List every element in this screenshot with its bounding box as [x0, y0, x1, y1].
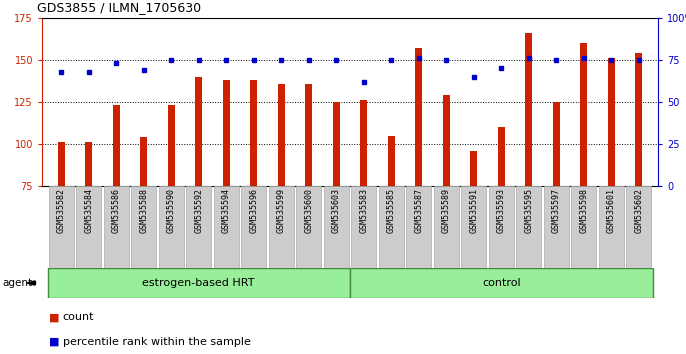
- Bar: [58, 142, 64, 186]
- Text: GSM535592: GSM535592: [194, 188, 203, 233]
- Text: estrogen-based HRT: estrogen-based HRT: [143, 278, 255, 288]
- Bar: [350, 268, 652, 298]
- Bar: [462, 186, 486, 268]
- Text: GSM535593: GSM535593: [497, 188, 506, 233]
- Text: agent: agent: [2, 278, 32, 288]
- Bar: [388, 136, 394, 186]
- Bar: [442, 95, 450, 186]
- Text: GSM535586: GSM535586: [112, 188, 121, 233]
- Text: GSM535583: GSM535583: [359, 188, 368, 233]
- Bar: [351, 186, 376, 268]
- Bar: [434, 186, 459, 268]
- Bar: [250, 80, 257, 186]
- Text: percentile rank within the sample: percentile rank within the sample: [62, 337, 250, 347]
- Bar: [132, 186, 156, 268]
- Text: GSM535600: GSM535600: [305, 188, 314, 233]
- Bar: [141, 137, 147, 186]
- Bar: [525, 33, 532, 186]
- Text: GSM535594: GSM535594: [222, 188, 230, 233]
- Bar: [49, 186, 73, 268]
- Text: GSM535587: GSM535587: [414, 188, 423, 233]
- Text: GSM535601: GSM535601: [606, 188, 616, 233]
- Text: GSM535602: GSM535602: [635, 188, 643, 233]
- Text: GDS3855 / ILMN_1705630: GDS3855 / ILMN_1705630: [37, 1, 201, 14]
- Bar: [296, 186, 321, 268]
- Text: GSM535596: GSM535596: [249, 188, 258, 233]
- Bar: [580, 43, 587, 186]
- Bar: [608, 58, 615, 186]
- Bar: [47, 268, 350, 298]
- Text: GSM535588: GSM535588: [139, 188, 148, 233]
- Bar: [471, 151, 477, 186]
- Text: GSM535591: GSM535591: [469, 188, 478, 233]
- Text: GSM535589: GSM535589: [442, 188, 451, 233]
- Text: ■: ■: [49, 337, 60, 347]
- Text: GSM535590: GSM535590: [167, 188, 176, 233]
- Bar: [544, 186, 569, 268]
- Bar: [379, 186, 403, 268]
- Bar: [168, 105, 175, 186]
- Bar: [635, 53, 642, 186]
- Text: GSM535597: GSM535597: [552, 188, 560, 233]
- Bar: [104, 186, 129, 268]
- Bar: [269, 186, 294, 268]
- Text: control: control: [482, 278, 521, 288]
- Bar: [415, 48, 422, 186]
- Text: GSM535584: GSM535584: [84, 188, 93, 233]
- Text: GSM535582: GSM535582: [57, 188, 66, 233]
- Bar: [85, 142, 92, 186]
- Bar: [333, 102, 340, 186]
- Bar: [626, 186, 651, 268]
- Text: GSM535595: GSM535595: [524, 188, 533, 233]
- Bar: [159, 186, 184, 268]
- Bar: [278, 84, 285, 186]
- Text: GSM535585: GSM535585: [387, 188, 396, 233]
- Bar: [517, 186, 541, 268]
- Bar: [406, 186, 431, 268]
- Bar: [187, 186, 211, 268]
- Text: GSM535598: GSM535598: [579, 188, 589, 233]
- Bar: [214, 186, 239, 268]
- Bar: [571, 186, 596, 268]
- Bar: [76, 186, 101, 268]
- Bar: [498, 127, 505, 186]
- Bar: [113, 105, 119, 186]
- Text: ■: ■: [49, 312, 60, 322]
- Bar: [241, 186, 266, 268]
- Text: count: count: [62, 312, 94, 322]
- Bar: [489, 186, 514, 268]
- Bar: [223, 80, 230, 186]
- Bar: [599, 186, 624, 268]
- Bar: [360, 100, 367, 186]
- Bar: [196, 77, 202, 186]
- Bar: [553, 102, 560, 186]
- Bar: [305, 84, 312, 186]
- Text: GSM535603: GSM535603: [332, 188, 341, 233]
- Bar: [324, 186, 348, 268]
- Text: GSM535599: GSM535599: [276, 188, 286, 233]
